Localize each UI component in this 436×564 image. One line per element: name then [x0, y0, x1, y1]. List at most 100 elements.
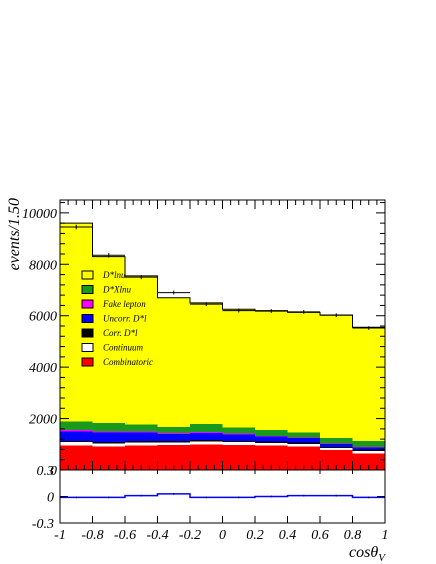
- y-axis-title: events/1.50: [6, 198, 23, 270]
- bar-fake-lepton-bin-5: [222, 433, 255, 435]
- bar-continuum-bin-8: [320, 448, 353, 450]
- data-point-2: [125, 275, 158, 280]
- data-point-5: [222, 308, 255, 313]
- legend-entry-6: Combinatoric: [81, 357, 153, 367]
- bar-continuum-bin-4: [190, 441, 223, 445]
- bar-continuum-bin-7: [287, 443, 320, 447]
- bar-fake-lepton-bin-7: [287, 437, 320, 439]
- data-points: [60, 224, 385, 330]
- bar-fake-lepton-bin-0: [60, 429, 93, 432]
- bar-continuum-bin-6: [255, 443, 288, 446]
- legend-swatch-5: [81, 343, 94, 352]
- bar-corr-d-l-bin-0: [60, 440, 93, 443]
- y-tick-labels: 0 2000 4000 6000 8000 10000: [22, 207, 57, 479]
- x-tick-label-1: -0.8: [81, 528, 103, 543]
- bar-fake-lepton-bin-3: [157, 433, 190, 434]
- bar-corr-d-l-bin-1: [92, 441, 125, 444]
- bar-d-xlnu-bin-3: [157, 426, 190, 434]
- residual-line: [60, 493, 385, 499]
- bar-fake-lepton-bin-8: [320, 443, 353, 444]
- bar-fake-lepton-bin-4: [190, 432, 223, 433]
- y-tick-label-5: 10000: [22, 207, 57, 222]
- legend-swatch-2: [81, 299, 94, 309]
- legend-label-1: D*Xlnu: [102, 285, 131, 295]
- bar-corr-d-l-bin-3: [157, 441, 190, 443]
- x-tick-label-4: -0.2: [179, 528, 201, 543]
- bar-d-xlnu-bin-7: [287, 432, 320, 438]
- main-panel: 0 2000 4000 6000 8000 10000 D*lnu D*Xlnu Fake l…: [22, 199, 386, 479]
- bar-d-lnu-bin-8: [320, 314, 353, 438]
- bar-fake-lepton-bin-2: [125, 431, 158, 433]
- legend-label-4: Corr. D*l: [103, 328, 138, 338]
- bar-uncorr-d-l-bin-5: [222, 434, 255, 441]
- bar-d-xlnu-bin-9: [352, 440, 385, 447]
- bar-d-xlnu-bin-1: [92, 423, 125, 432]
- data-point-9: [352, 326, 385, 330]
- bar-corr-d-l-bin-7: [287, 442, 320, 444]
- data-point-7: [287, 309, 320, 314]
- bar-corr-d-l-bin-2: [125, 441, 158, 443]
- res-y-tick-label-0: -0.3: [32, 517, 54, 532]
- bar-d-lnu-bin-9: [352, 327, 385, 441]
- bar-fake-lepton-bin-6: [255, 436, 288, 437]
- bar-continuum-bin-3: [157, 442, 190, 446]
- x-tick-labels: -1 -0.8 -0.6 -0.4 -0.2 0 0.2 0.4 0.6 0.8 1: [54, 528, 388, 543]
- bar-corr-d-l-bin-4: [190, 440, 223, 442]
- bar-uncorr-d-l-bin-1: [92, 432, 125, 442]
- legend-label-2: Fake lepton: [102, 299, 146, 309]
- legend-swatch-1: [81, 285, 94, 294]
- residual-axis-ticks: [59, 469, 386, 524]
- legend-entry-5: Continuum: [81, 343, 144, 353]
- data-point-6: [255, 309, 288, 314]
- x-tick-label-5: 0: [219, 528, 226, 543]
- bar-corr-d-l-bin-5: [222, 440, 255, 443]
- y-tick-label-0: 0: [50, 464, 57, 479]
- main-axis-ticks: [59, 200, 386, 471]
- legend-swatch-0: [81, 270, 94, 280]
- bar-continuum-bin-9: [352, 450, 385, 454]
- legend-entry-1: D*Xlnu: [81, 285, 131, 295]
- legend-entry-0: D*lnu: [81, 270, 126, 280]
- bar-combinatoric-bin-1: [92, 446, 125, 470]
- data-point-3: [157, 290, 190, 295]
- bar-uncorr-d-l-bin-2: [125, 432, 158, 442]
- bar-corr-d-l-bin-9: [352, 449, 385, 451]
- y-tick-label-4: 8000: [29, 258, 57, 273]
- x-tick-label-7: 0.4: [279, 528, 297, 543]
- bar-d-lnu-bin-1: [92, 256, 125, 424]
- bar-d-lnu-bin-2: [125, 275, 158, 425]
- x-axis-title-main: cosθ: [349, 544, 378, 561]
- bar-continuum-bin-1: [92, 443, 125, 447]
- legend-label-5: Continuum: [103, 343, 144, 353]
- legend-entry-2: Fake lepton: [81, 299, 146, 309]
- residual-y-tick-labels: -0.300.3: [32, 464, 54, 532]
- residual-points: [60, 492, 385, 499]
- bar-d-xlnu-bin-5: [222, 427, 255, 434]
- bar-d-xlnu-bin-2: [125, 424, 158, 432]
- legend-entry-3: Uncorr. D*l: [81, 314, 147, 324]
- bar-continuum-bin-5: [222, 442, 255, 446]
- x-tick-label-10: 1: [382, 528, 389, 543]
- legend-swatch-4: [81, 328, 94, 338]
- bar-d-xlnu-bin-4: [190, 424, 223, 433]
- bar-combinatoric-bin-7: [287, 446, 320, 470]
- bar-d-lnu-bin-6: [255, 310, 288, 430]
- x-axis-title: cosθV: [349, 544, 386, 564]
- bar-fake-lepton-bin-9: [352, 446, 385, 448]
- bar-combinatoric-bin-8: [320, 449, 353, 470]
- bar-d-xlnu-bin-6: [255, 429, 288, 437]
- bar-uncorr-d-l-bin-3: [157, 434, 190, 442]
- data-point-8: [320, 313, 353, 318]
- bar-uncorr-d-l-bin-6: [255, 436, 288, 442]
- x-axis-title-subscript: V: [378, 552, 386, 564]
- data-point-1: [92, 253, 125, 258]
- bar-corr-d-l-bin-6: [255, 441, 288, 443]
- bar-d-lnu-bin-5: [222, 309, 255, 428]
- y-tick-label-1: 2000: [29, 413, 57, 428]
- bar-continuum-bin-0: [60, 442, 93, 446]
- legend-label-3: Uncorr. D*l: [103, 314, 147, 324]
- x-tick-label-0: -1: [54, 528, 66, 543]
- stacked-bars: [60, 223, 385, 470]
- x-tick-label-3: -0.4: [146, 528, 168, 543]
